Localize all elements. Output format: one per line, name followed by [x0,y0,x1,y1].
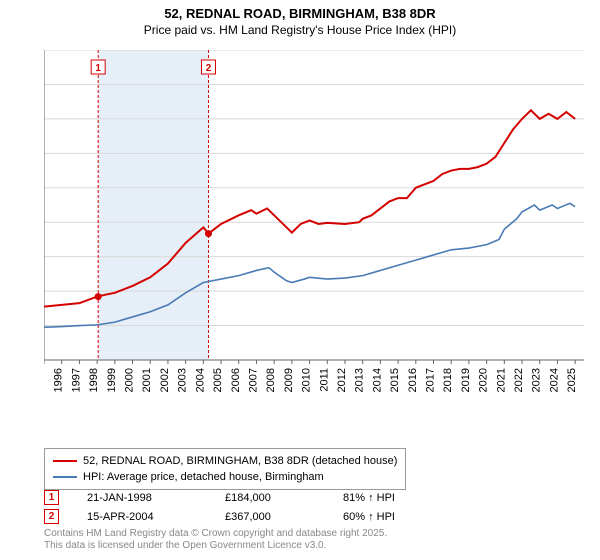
x-tick-label: 2008 [265,368,277,392]
sale-row: 2 15-APR-2004 £367,000 60% ↑ HPI [44,509,395,524]
x-tick-label: 2000 [124,368,136,392]
x-tick-label: 2017 [425,368,437,392]
sale-row-date: 21-JAN-1998 [87,492,197,504]
x-tick-label: 1996 [53,368,65,392]
legend-label: HPI: Average price, detached house, Birm… [83,469,324,485]
sale-marker-number: 1 [95,63,101,74]
chart-title-block: 52, REDNAL ROAD, BIRMINGHAM, B38 8DR Pri… [0,0,600,37]
x-tick-label: 2012 [336,368,348,392]
x-tick-label: 2025 [566,368,578,392]
x-tick-label: 2001 [141,368,153,392]
x-tick-label: 2003 [177,368,189,392]
legend-swatch [53,460,77,462]
x-tick-label: 2004 [194,368,206,392]
x-tick-label: 2015 [389,368,401,392]
sale-marker-number: 2 [206,63,212,74]
title-line1: 52, REDNAL ROAD, BIRMINGHAM, B38 8DR [0,6,600,21]
x-tick-label: 2019 [460,368,472,392]
sale-row-delta: 60% ↑ HPI [343,511,395,523]
legend-swatch [53,476,77,478]
x-tick-label: 2007 [247,368,259,392]
x-tick-label: 2002 [159,368,171,392]
x-tick-label: 2009 [283,368,295,392]
attribution-line1: Contains HM Land Registry data © Crown c… [44,528,387,540]
x-tick-label: 2020 [478,368,490,392]
sale-row-delta: 81% ↑ HPI [343,492,395,504]
legend-row: HPI: Average price, detached house, Birm… [53,469,397,485]
sale-row-price: £184,000 [225,492,315,504]
x-tick-label: 1995 [44,368,47,392]
attribution-line2: This data is licensed under the Open Gov… [44,540,387,552]
x-tick-label: 2011 [318,368,330,392]
x-tick-label: 1998 [88,368,100,392]
price-chart: £0£100K£200K£300K£400K£500K£600K£700K£80… [44,50,584,400]
x-tick-label: 2024 [548,368,560,392]
x-tick-label: 2005 [212,368,224,392]
attribution: Contains HM Land Registry data © Crown c… [44,528,387,552]
sale-row-date: 15-APR-2004 [87,511,197,523]
sale-row-price: £367,000 [225,511,315,523]
sale-marker-rows: 1 21-JAN-1998 £184,000 81% ↑ HPI 2 15-APR-200… [44,490,395,528]
legend: 52, REDNAL ROAD, BIRMINGHAM, B38 8DR (de… [44,448,406,490]
title-line2: Price paid vs. HM Land Registry's House … [0,23,600,37]
x-tick-label: 1997 [70,368,82,392]
sale-row-badge: 2 [44,509,59,524]
x-tick-label: 2016 [407,368,419,392]
highlight-band [98,50,208,360]
x-tick-label: 2010 [301,368,313,392]
x-tick-label: 2006 [230,368,242,392]
x-tick-label: 2018 [442,368,454,392]
x-tick-label: 2021 [495,368,507,392]
x-tick-label: 2022 [513,368,525,392]
legend-row: 52, REDNAL ROAD, BIRMINGHAM, B38 8DR (de… [53,453,397,469]
x-tick-label: 1999 [106,368,118,392]
sale-row-badge: 1 [44,490,59,505]
x-tick-label: 2014 [371,368,383,392]
sale-row: 1 21-JAN-1998 £184,000 81% ↑ HPI [44,490,395,505]
legend-label: 52, REDNAL ROAD, BIRMINGHAM, B38 8DR (de… [83,453,397,469]
x-tick-label: 2013 [354,368,366,392]
x-tick-label: 2023 [531,368,543,392]
